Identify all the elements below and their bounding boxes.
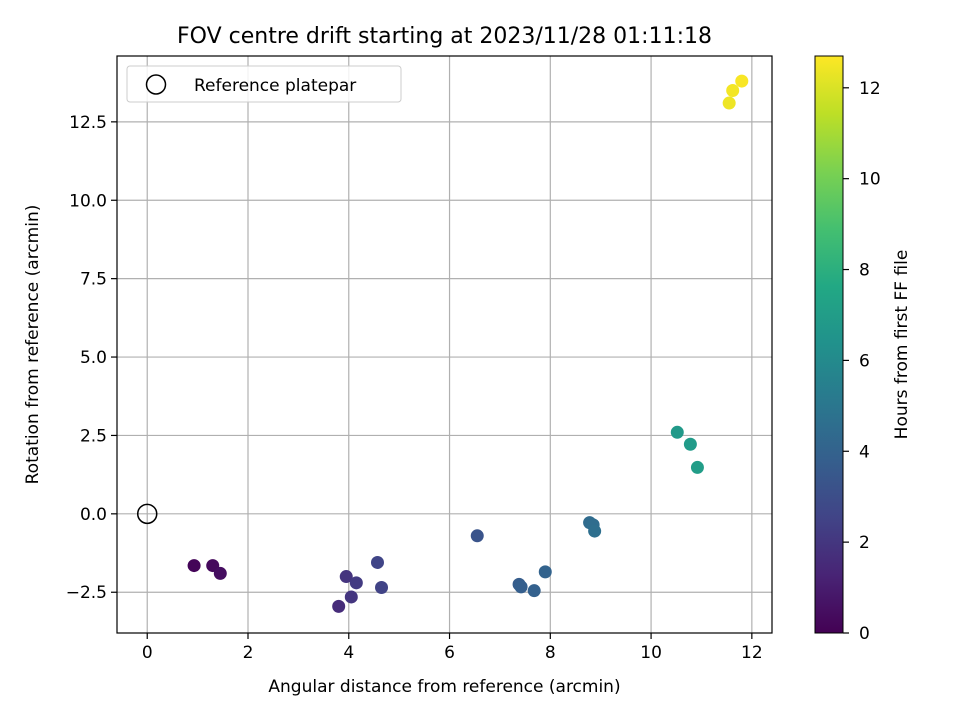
data-point bbox=[735, 74, 749, 88]
y-tick-label: −2.5 bbox=[66, 583, 107, 603]
reference-point bbox=[136, 503, 158, 525]
colorbar-tick-label: 12 bbox=[859, 79, 881, 99]
reference-point-layer bbox=[136, 503, 158, 525]
data-point bbox=[187, 559, 201, 573]
y-tick-label: 5.0 bbox=[80, 348, 107, 368]
colorbar-label: Hours from first FF file bbox=[892, 250, 912, 440]
legend-marker-icon bbox=[145, 74, 167, 95]
data-point bbox=[514, 580, 528, 594]
colorbar-tick-label: 8 bbox=[859, 261, 870, 281]
grid bbox=[117, 56, 772, 633]
y-tick-label: 0.0 bbox=[80, 505, 107, 525]
legend: Reference platepar bbox=[126, 65, 402, 103]
colorbar: 0 2 4 6 8 10 12 Hours from first FF file bbox=[814, 55, 912, 644]
y-tick-label: 12.5 bbox=[69, 113, 107, 133]
data-point bbox=[722, 96, 736, 110]
x-tick-label: 6 bbox=[444, 643, 455, 663]
x-tick-label: 2 bbox=[243, 643, 254, 663]
x-tick-label: 0 bbox=[142, 643, 153, 663]
legend-label: Reference platepar bbox=[194, 76, 356, 96]
data-point bbox=[726, 83, 740, 97]
y-axis-label: Rotation from reference (arcmin) bbox=[23, 205, 43, 485]
colorbar-ticks: 0 2 4 6 8 10 12 bbox=[843, 79, 881, 644]
x-tick-label: 12 bbox=[741, 643, 763, 663]
data-point bbox=[690, 460, 704, 474]
data-point bbox=[344, 590, 358, 604]
data-point bbox=[370, 555, 384, 569]
data-point bbox=[683, 437, 697, 451]
x-axis-label: Angular distance from reference (arcmin) bbox=[268, 677, 620, 697]
y-axis-ticks: −2.5 0.0 2.5 5.0 7.5 10.0 12.5 bbox=[66, 113, 117, 603]
data-point bbox=[349, 576, 363, 590]
legend-box bbox=[126, 65, 402, 103]
y-tick-label: 7.5 bbox=[80, 270, 107, 290]
x-tick-label: 4 bbox=[343, 643, 354, 663]
x-tick-label: 8 bbox=[545, 643, 556, 663]
x-tick-label: 10 bbox=[640, 643, 662, 663]
colorbar-tick-label: 6 bbox=[859, 351, 870, 371]
data-point bbox=[213, 566, 227, 580]
y-tick-label: 10.0 bbox=[69, 191, 107, 211]
data-point bbox=[332, 599, 346, 613]
data-point bbox=[375, 581, 389, 595]
colorbar-gradient bbox=[814, 55, 844, 634]
data-point bbox=[339, 570, 353, 584]
plot-frame bbox=[116, 55, 773, 634]
data-point bbox=[538, 565, 552, 579]
data-point bbox=[527, 584, 541, 598]
data-point bbox=[588, 524, 602, 538]
chart-title: FOV centre drift starting at 2023/11/28 … bbox=[177, 24, 712, 49]
data-points bbox=[187, 74, 749, 613]
colorbar-tick-label: 2 bbox=[859, 533, 870, 553]
x-axis-ticks: 0 2 4 6 8 10 12 bbox=[142, 633, 763, 663]
colorbar-tick-label: 4 bbox=[859, 442, 870, 462]
data-point bbox=[470, 529, 484, 543]
colorbar-tick-label: 0 bbox=[859, 624, 870, 644]
data-point bbox=[670, 425, 684, 439]
colorbar-tick-label: 10 bbox=[859, 170, 881, 190]
y-tick-label: 2.5 bbox=[80, 426, 107, 446]
